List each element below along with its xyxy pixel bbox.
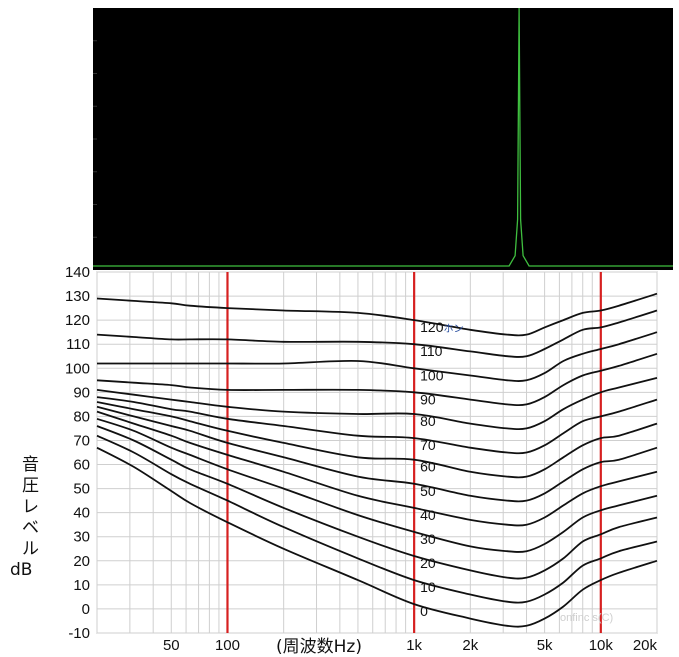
contour-curve — [96, 425, 658, 580]
y-tick-label: 60 — [73, 457, 90, 474]
y-tick-label: 110 — [66, 336, 90, 353]
y-tick-label: 120 — [65, 312, 90, 329]
x-tick-label: 20k — [633, 637, 658, 654]
y-axis-title-char: 音 — [22, 455, 39, 475]
contour-label: 60 — [420, 459, 436, 475]
y-axis-title-unit: dB — [10, 560, 32, 580]
y-axis-title-char: 圧 — [22, 476, 39, 496]
contour-curve — [96, 401, 658, 479]
contour-label: 50 — [420, 483, 436, 499]
spectrum-grid — [93, 40, 97, 238]
y-tick-label: 90 — [73, 384, 90, 401]
contour-curve — [96, 396, 658, 455]
y-axis-title-char: ベ — [22, 518, 39, 538]
contour-label: 30 — [420, 531, 436, 547]
y-tick-label: 10 — [73, 577, 90, 594]
contour-label: 10 — [420, 579, 436, 595]
contour-curve — [96, 417, 658, 553]
y-tick-label: 130 — [65, 288, 90, 305]
contour-curve — [96, 292, 658, 337]
y-tick-label: 20 — [73, 553, 90, 570]
x-tick-label: 5k — [537, 637, 553, 654]
contour-curve — [96, 377, 658, 431]
x-axis-title: (周波数Hz) — [276, 637, 362, 657]
contour-curve — [96, 405, 658, 503]
x-tick-label: 50 — [163, 637, 180, 654]
spectrum-panel — [93, 7, 673, 270]
contour-label: 80 — [420, 413, 436, 429]
x-tick-label: 1k — [406, 637, 422, 654]
x-tick-label: 100 — [215, 637, 240, 654]
contour-label: 120ホン — [420, 319, 463, 335]
contour-curve — [96, 446, 658, 628]
watermark: onfinc s(C) — [560, 612, 613, 624]
y-tick-label: 40 — [73, 505, 90, 522]
x-tick-label: 2k — [462, 637, 478, 654]
contour-curve — [96, 352, 658, 407]
contour-grid — [96, 271, 658, 634]
spectrum-background — [93, 8, 673, 270]
contour-label: 100 — [420, 367, 444, 383]
y-tick-label: 50 — [73, 481, 90, 498]
y-axis-title-char: レ — [22, 497, 39, 517]
contour-label: 0 — [420, 603, 428, 619]
x-tick-label: 10k — [589, 637, 614, 654]
contour-curve — [96, 309, 658, 358]
y-tick-label: 30 — [73, 529, 90, 546]
contour-curve — [96, 434, 658, 604]
y-tick-label: 0 — [82, 601, 90, 618]
contour-label: 90 — [420, 391, 436, 407]
contour-label: 70 — [420, 437, 436, 453]
y-axis-title-char: ル — [22, 539, 39, 559]
y-tick-label: 80 — [73, 408, 90, 425]
y-axis-title: 音 圧 レ ベ ル dB — [10, 455, 39, 580]
y-tick-label: 70 — [73, 432, 90, 449]
y-tick-label: 100 — [65, 360, 90, 377]
contour-label: 20 — [420, 555, 436, 571]
y-tick-label: 140 — [65, 264, 90, 281]
contour-curves: 0 10 20 30 40 50 60 70 80 90 100 110 120ホン — [96, 292, 658, 628]
x-tick-labels: 50 100 1k 2k 5k 10k 20k — [163, 637, 658, 654]
marker-lines — [226, 272, 602, 633]
contour-curve — [96, 331, 658, 382]
y-tick-label: -10 — [68, 625, 90, 642]
contour-curve — [96, 410, 658, 527]
spectrum-trace — [93, 7, 673, 267]
contour-label: 110 — [420, 343, 443, 359]
contour-label: 40 — [420, 507, 436, 523]
